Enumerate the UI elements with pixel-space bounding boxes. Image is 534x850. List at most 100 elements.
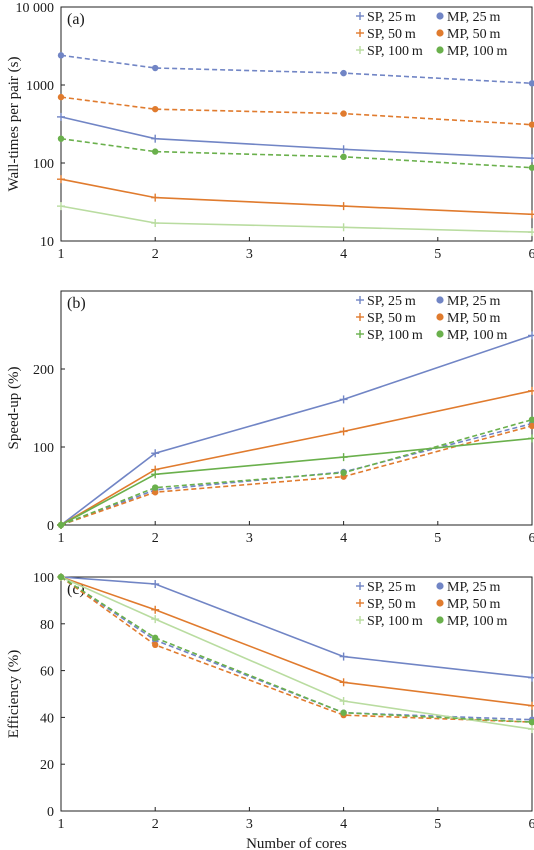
series-mp-100-m [57,573,534,726]
legend-marker [356,296,364,304]
legend-marker [436,46,444,54]
legend-entry-mp-100-m: MP, 100 m [436,614,507,629]
legend-entry-mp-100-m: MP, 100 m [436,44,507,59]
series-line [60,576,533,723]
series-mp-50-m [57,93,534,128]
y-tick-label: 1000 [26,79,54,94]
series-line [60,418,533,526]
data-point [151,193,160,202]
data-point [151,615,160,624]
legend-label: SP, 25 m [367,580,416,595]
series-sp-50-m [57,175,534,219]
legend-entry-sp-25-m: SP, 25 m [356,10,416,25]
legend-entry-mp-50-m: MP, 50 m [436,311,500,326]
x-tick-label: 5 [434,247,441,262]
data-point [339,145,348,154]
x-tick-label: 5 [434,531,441,546]
legend-marker [436,599,444,607]
data-point [528,386,534,395]
legend-marker [356,599,364,607]
y-tick-label: 10 [40,235,54,250]
data-point [57,52,65,59]
y-tick-label: 0 [47,519,54,534]
series-line [60,437,533,526]
series-mp-100-m [57,416,534,529]
series-line [60,54,533,85]
series-line [60,576,533,723]
x-tick-label: 3 [246,247,253,262]
data-point [152,148,159,155]
data-point [151,470,160,479]
chart-panel-2: (b) 1 2 3 4 5 6 0 100 200 Speed-up (%) SP, 25 m MP, … [6,290,534,546]
data-point [152,105,159,113]
data-point [57,112,65,121]
x-tick-label: 3 [246,817,253,832]
data-point [339,427,348,436]
data-point [151,449,160,458]
x-tick-label: 6 [529,531,534,546]
legend-label: SP, 50 m [367,27,416,42]
x-tick-label: 6 [529,817,534,832]
data-point [528,80,534,87]
data-point [57,521,65,529]
data-point [340,110,347,117]
legend-label: MP, 25 m [447,10,500,25]
series-sp-100-m [57,202,534,237]
series-line [60,425,533,526]
data-point [152,641,159,649]
legend-marker [356,12,364,20]
series-line [60,116,533,160]
legend-marker [436,616,444,624]
legend-marker [356,330,364,338]
data-point [57,202,65,211]
data-point [528,416,534,423]
panel-label: (a) [67,11,85,28]
legend-entry-mp-50-m: MP, 50 m [436,597,500,612]
data-point [151,219,160,228]
data-point [528,210,534,219]
data-point [528,701,534,710]
series-line [60,334,533,526]
x-tick-label: 5 [434,817,441,832]
legend-label: SP, 100 m [367,44,423,59]
legend-marker [436,296,444,304]
legend-label: MP, 50 m [447,27,500,42]
data-point [152,64,159,72]
data-point [339,697,348,706]
legend-marker [436,12,444,20]
legend-entry-mp-25-m: MP, 25 m [436,10,500,25]
series-line [60,576,533,707]
x-tick-label: 6 [529,247,534,262]
panel-label: (b) [67,295,86,312]
series-sp-50-m [57,386,534,529]
legend-entry-sp-100-m: SP, 100 m [356,614,423,629]
data-point [340,69,347,77]
legend-entry-mp-25-m: MP, 25 m [436,580,500,595]
data-point [339,453,348,462]
series-line [60,178,533,216]
data-point [57,175,65,184]
data-point [57,93,65,101]
series-mp-25-m [57,420,534,529]
series-line [60,576,533,730]
data-point [528,121,534,128]
y-tick-label: 80 [40,618,54,633]
data-point [152,489,159,496]
legend-entry-sp-100-m: SP, 100 m [356,44,423,59]
data-point [339,395,348,404]
series-line [60,576,533,679]
legend-label: SP, 50 m [367,311,416,326]
legend-marker [356,582,364,590]
data-point [339,202,348,211]
x-tick-label: 4 [340,531,347,546]
legend-marker [436,313,444,321]
x-tick-label: 1 [58,247,65,262]
data-point [528,331,534,340]
legend-marker [436,330,444,338]
legend-label: SP, 100 m [367,328,423,343]
legend-label: MP, 25 m [447,580,500,595]
legend-label: SP, 25 m [367,10,416,25]
data-point [152,484,159,491]
